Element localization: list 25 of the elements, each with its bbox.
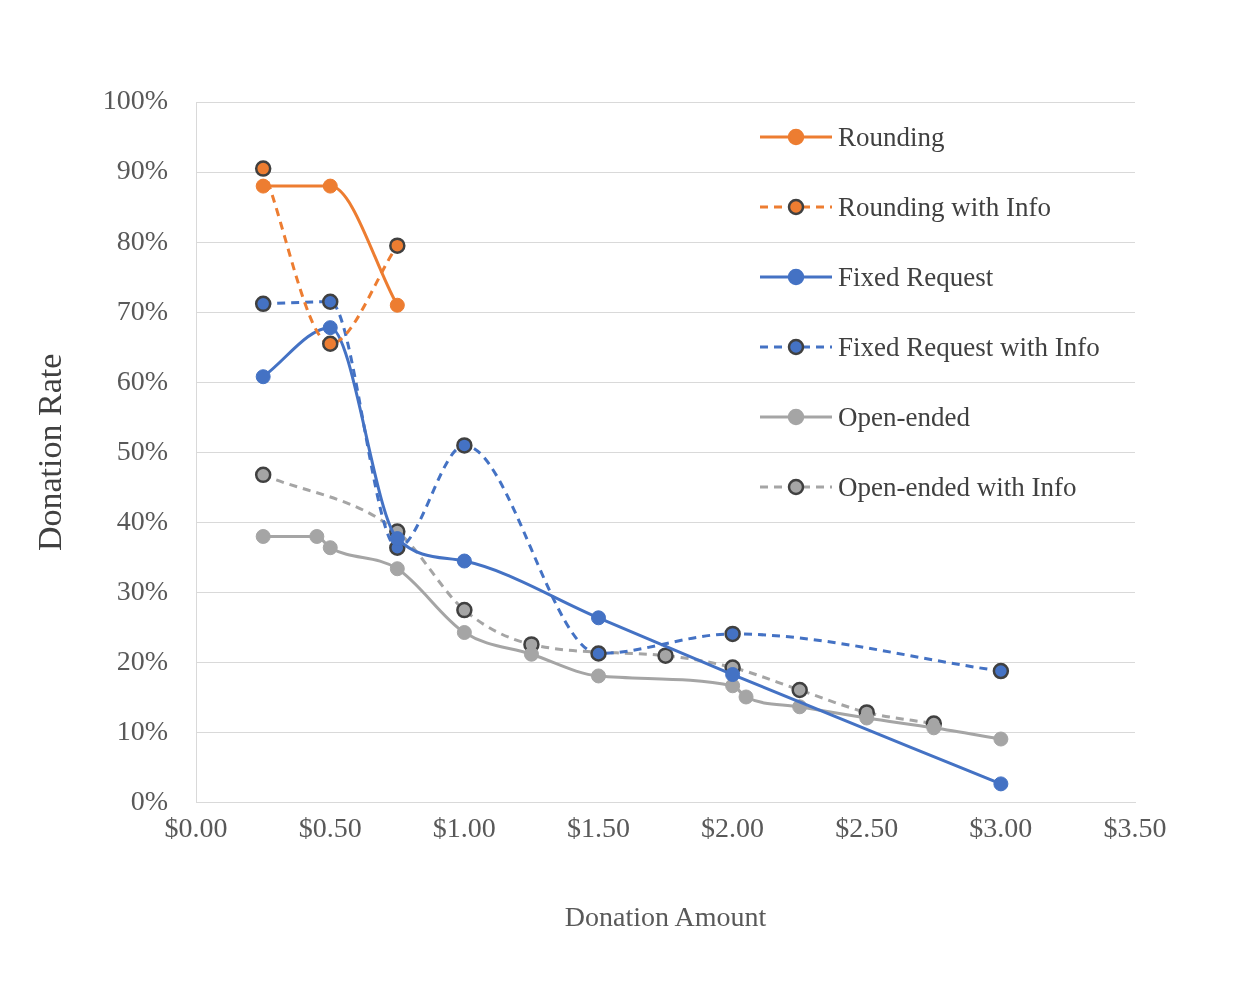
y-tick-label: 90% (116, 154, 169, 186)
x-tick-label: $0.50 (298, 811, 362, 843)
legend-label: Rounding (838, 121, 945, 153)
y-tick-label: 60% (116, 364, 169, 396)
legend-label: Open-ended with Info (838, 471, 1077, 503)
y-tick-label: 50% (116, 434, 169, 466)
x-tick-label: $3.50 (1103, 811, 1167, 843)
x-tick-label: $1.50 (567, 811, 630, 843)
legend-label: Fixed Request (838, 261, 994, 293)
x-tick-label: $1.00 (432, 811, 496, 843)
x-tick-label: $2.00 (701, 811, 765, 843)
y-tick-label: 80% (116, 224, 169, 256)
y-tick-label: 100% (102, 84, 169, 116)
y-tick-label: 70% (116, 294, 169, 326)
y-tick-label: 40% (116, 504, 169, 536)
x-tick-label: $2.50 (835, 811, 899, 843)
y-tick-label: 20% (116, 645, 169, 676)
legend-label: Open-ended (838, 401, 970, 433)
y-tick-label: 30% (116, 574, 169, 606)
x-axis-title: Donation Amount (564, 900, 767, 932)
y-axis-title: Donation Rate (31, 353, 69, 552)
legend-label: Fixed Request with Info (838, 331, 1100, 363)
legend-label: Rounding with Info (838, 191, 1051, 223)
x-tick-label: $3.00 (969, 811, 1033, 843)
y-tick-label: 10% (116, 715, 169, 747)
